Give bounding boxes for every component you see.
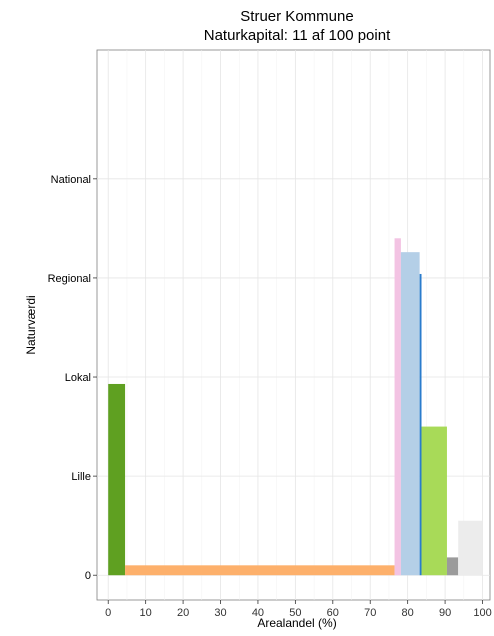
y-tick-label-1: Lille	[71, 471, 91, 483]
bar-2	[394, 238, 401, 576]
x-tick-label-10: 100	[473, 607, 491, 619]
x-tick-label-0: 0	[105, 607, 111, 619]
y-axis-label: Naturværdi	[24, 295, 38, 354]
bar-7	[458, 520, 483, 576]
x-tick-label-5: 50	[289, 607, 301, 619]
bars	[108, 238, 483, 576]
y-tick-label-3: Regional	[48, 273, 91, 285]
x-tick-label-7: 70	[364, 607, 376, 619]
x-tick-label-3: 30	[214, 607, 226, 619]
bar-0	[108, 383, 126, 576]
bar-6	[446, 557, 459, 576]
x-axis-ticks: 0 10 20 30 40 50 60 70 80 90 100	[105, 600, 492, 619]
x-tick-label-2: 20	[177, 607, 189, 619]
bar-3	[400, 252, 420, 576]
bar-4	[419, 273, 422, 576]
x-axis-label: Arealandel (%)	[257, 616, 336, 630]
bar-5	[421, 426, 447, 576]
y-axis-ticks: 0 Lille Lokal Regional National	[48, 174, 97, 582]
y-tick-label-2: Lokal	[65, 372, 91, 384]
bar-1	[125, 565, 395, 576]
x-tick-label-4: 40	[252, 607, 264, 619]
x-tick-label-8: 80	[402, 607, 414, 619]
x-tick-label-1: 10	[140, 607, 152, 619]
y-tick-label-0: 0	[85, 570, 91, 582]
x-tick-label-9: 90	[439, 607, 451, 619]
chart-title: Struer Kommune	[240, 8, 353, 25]
y-tick-label-4: National	[51, 174, 91, 186]
x-tick-label-6: 60	[327, 607, 339, 619]
chart-subtitle: Naturkapital: 11 af 100 point	[204, 27, 391, 44]
